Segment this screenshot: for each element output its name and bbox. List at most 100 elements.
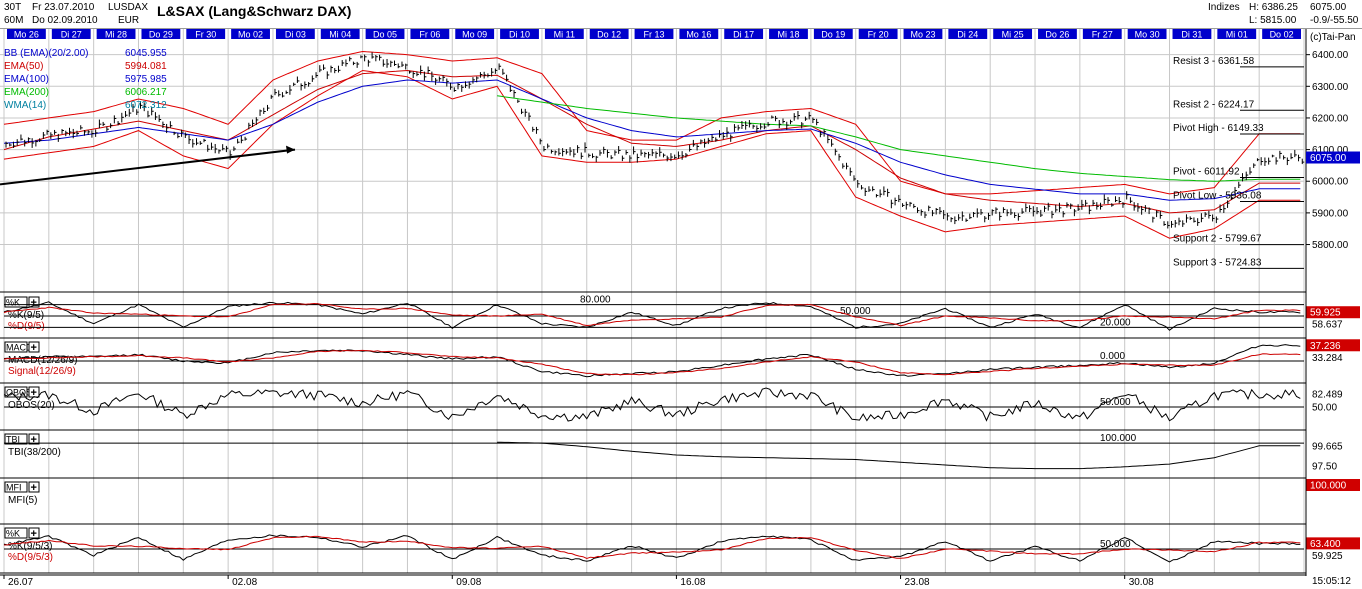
timeframe-bottom[interactable]: 60M (4, 15, 24, 26)
indicator-value-box (1306, 479, 1360, 491)
date-label: 23.08 (905, 577, 930, 588)
symbol-code: LUSDAX (108, 2, 149, 13)
panel-series-name: MFI(5) (8, 495, 37, 506)
day-label-bar: Mo 26 Di 27 Mi 28 Do 29 Fr 30 Mo 02 Di 03 Mi 04… (7, 29, 1301, 40)
day-label-box (903, 29, 943, 39)
indicator-value: 99.665 (1312, 442, 1343, 453)
currency: EUR (118, 15, 140, 26)
trend-arrow (286, 145, 295, 154)
panel-tag: %K (6, 529, 20, 539)
low-value: L: 5815.00 (1249, 15, 1297, 26)
day-label: Mo 02 (238, 30, 263, 40)
day-label-box (993, 29, 1033, 39)
day-label-box (948, 29, 988, 39)
plus-icon: + (31, 342, 37, 354)
bollinger-upper (3, 50, 1301, 195)
indicator-value: 50.00 (1312, 403, 1337, 414)
day-label: Do 12 (597, 30, 621, 40)
indicator-value: 59.925 (1310, 308, 1341, 319)
high-value: H: 6386.25 (1249, 2, 1298, 13)
panel-expand-box (28, 527, 40, 539)
day-label: Fr 06 (419, 30, 440, 40)
panel-tag: %K (6, 298, 20, 308)
indicator-line (3, 344, 1301, 378)
pivot-label: Resist 3 - 6361.58 (1173, 56, 1255, 67)
price-panel[interactable]: Resist 3 - 6361.58 Resist 2 - 6224.17 Pivo… (0, 48, 1306, 293)
day-label: Mi 01 (1226, 30, 1248, 40)
price-axis-label: 5900.00 (1312, 208, 1349, 219)
panel-series-name: %K(9/5/3) (8, 541, 52, 552)
day-label: Di 10 (509, 30, 530, 40)
signal-line (3, 302, 1301, 327)
panel-series-name: Signal(12/26/9) (8, 366, 76, 377)
day-label: Mi 04 (329, 30, 351, 40)
panel-expand-box (28, 433, 40, 445)
indicator-value: 37.236 (1310, 341, 1341, 352)
chart-header: 30T 60M Fr 23.07.2010 Do 02.09.2010 LUSD… (0, 0, 1362, 29)
panel-tag: MFI (6, 483, 22, 493)
date-from: Fr 23.07.2010 (32, 2, 95, 13)
day-label: Mo 23 (910, 30, 935, 40)
day-label: Do 02 (1270, 30, 1294, 40)
legend-value: 6045.955 (125, 48, 167, 59)
timeframe-top[interactable]: 30T (4, 2, 22, 13)
day-label-box (51, 29, 91, 39)
panel-tag-box (4, 341, 28, 353)
day-label-box (500, 29, 539, 39)
day-label-box (769, 29, 808, 39)
panel-tag-box (4, 296, 28, 308)
plus-icon: + (31, 387, 37, 399)
signal-line (3, 349, 1301, 376)
indicator-line (3, 387, 1301, 422)
panel-expand-box (28, 481, 40, 493)
indicator-value-box (1306, 339, 1360, 352)
day-label-box (813, 29, 853, 39)
price-axis-label: 6400.00 (1312, 50, 1349, 61)
day-label: Do 19 (821, 30, 845, 40)
day-label-box (724, 29, 764, 39)
grid (0, 29, 1305, 573)
price-axis-label: 6000.00 (1312, 177, 1349, 188)
legend-name: EMA(50) (4, 61, 43, 72)
day-label-box (634, 29, 674, 39)
level-label: 50.000 (1100, 539, 1131, 550)
plus-icon: + (31, 528, 37, 540)
panel-tag-box (4, 433, 28, 445)
day-label: Di 03 (285, 30, 306, 40)
day-label-box (410, 29, 450, 39)
price-axis-label: 6300.00 (1312, 82, 1349, 93)
pivot-label: Support 2 - 5799.67 (1173, 234, 1262, 245)
panel-tag-box (4, 527, 28, 539)
ma-line (3, 79, 1301, 201)
legend-value: 6072.312 (125, 100, 167, 111)
day-label-box (320, 29, 360, 39)
date-label: 26.07 (8, 577, 33, 588)
legend-value: 5994.081 (125, 61, 167, 72)
level-label: 50.000 (1100, 397, 1131, 408)
day-label: Mi 18 (777, 30, 799, 40)
plus-icon: + (31, 297, 37, 309)
day-label-box (275, 29, 315, 39)
indicator-value: 63.400 (1310, 539, 1341, 550)
panel-tag: OBOS (6, 388, 32, 398)
date-label: 09.08 (456, 577, 481, 588)
day-label-box (1172, 29, 1212, 39)
date-label: 16.08 (680, 577, 705, 588)
indicator-value-box (1306, 537, 1360, 550)
date-label: 02.08 (232, 577, 257, 588)
day-label-box (1262, 29, 1301, 39)
signal-line (3, 535, 1301, 560)
price-axis-label: 6100.00 (1312, 145, 1349, 156)
indicator-value: 82.489 (1312, 390, 1343, 401)
day-label: Do 05 (373, 30, 397, 40)
pivot-label: Pivot High - 6149.33 (1173, 123, 1264, 134)
legend-name: EMA(100) (4, 74, 49, 85)
day-label: Fr 30 (195, 30, 216, 40)
panel-series-name: TBI(38/200) (8, 447, 61, 458)
price-axis-label: 6200.00 (1312, 113, 1349, 124)
level-label: 50.000 (840, 306, 871, 317)
indicator-panels: %K +%K(9/5)%D(9/5)80.00050.00020.00059.92… (0, 295, 1360, 574)
plus-icon: + (31, 434, 37, 446)
indicator-value: 33.284 (1312, 353, 1343, 364)
day-label-box (544, 29, 584, 39)
